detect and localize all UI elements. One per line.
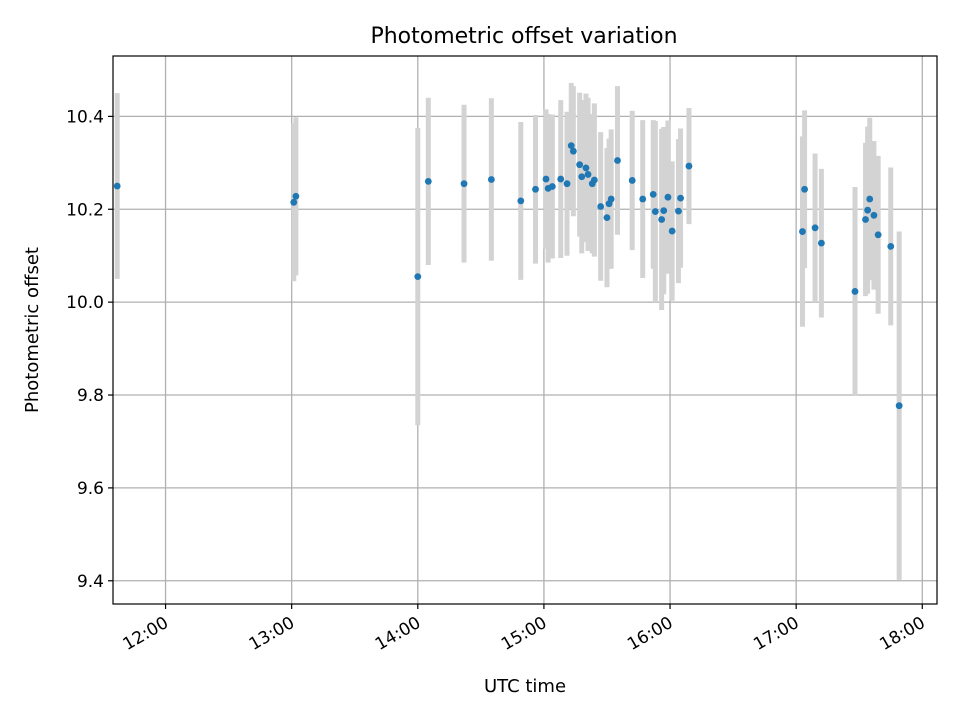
y-tick-label: 10.0 [66,293,104,313]
data-point [675,207,682,215]
data-point [292,192,300,200]
y-tick-label: 9.4 [77,572,104,592]
data-point [584,171,592,178]
data-point [658,216,666,223]
x-tick-label: 18:00 [876,613,928,655]
data-point [603,214,611,222]
y-tick-label: 10.4 [66,107,104,127]
data-point [801,185,808,193]
x-axis-label: UTC time [484,676,566,697]
data-point [569,147,577,155]
grid-lines [113,56,937,604]
data-points [113,142,903,410]
data-point [424,177,432,185]
data-point [866,195,874,203]
data-point [639,195,647,203]
x-tick-label: 12:00 [120,613,172,655]
data-point [874,231,882,239]
chart-title: Photometric offset variation [370,24,677,49]
y-axis-ticks: 9.4 9.6 9.8 10.0 10.2 10.4 [66,107,113,592]
x-tick-label: 15:00 [498,613,550,655]
x-tick-label: 13:00 [246,613,298,655]
data-point [460,180,468,188]
y-tick-label: 9.8 [77,386,104,406]
data-point [563,180,571,188]
data-point [597,203,605,210]
data-point [799,228,806,235]
data-point [677,194,684,202]
x-tick-label: 16:00 [624,613,676,655]
data-point [532,185,539,193]
data-point [864,206,872,214]
x-tick-label: 14:00 [372,613,424,655]
y-axis-label: Photometric offset [22,247,43,413]
data-point [651,208,659,215]
data-point [811,224,819,232]
data-point [557,175,565,183]
error-bars [114,82,902,580]
data-point [614,157,621,164]
data-point [649,190,657,198]
data-point [685,162,693,170]
data-point [414,273,422,280]
data-point [895,402,903,410]
data-point [487,176,495,183]
plot-frame [112,55,938,605]
data-point [567,142,575,150]
data-point [548,183,556,190]
data-point [817,239,825,247]
data-point [590,176,598,184]
data-point [576,161,584,169]
data-point [870,211,878,219]
data-point [851,288,859,295]
x-tick-label: 17:00 [750,613,802,655]
data-point [887,243,895,250]
x-axis-ticks: 12:00 13:00 14:00 15:00 16:00 17:00 18:00 [120,604,929,655]
data-point [862,216,869,223]
data-point [660,207,668,215]
y-tick-label: 10.2 [66,200,104,220]
data-point [542,175,550,183]
data-point [607,195,615,203]
y-tick-label: 9.6 [77,479,104,499]
data-point [517,197,525,205]
data-point [668,227,676,235]
data-point [290,198,298,206]
data-point [578,173,586,181]
data-point [113,182,121,190]
data-point [582,164,590,172]
data-point [628,177,636,184]
data-point [664,193,672,201]
